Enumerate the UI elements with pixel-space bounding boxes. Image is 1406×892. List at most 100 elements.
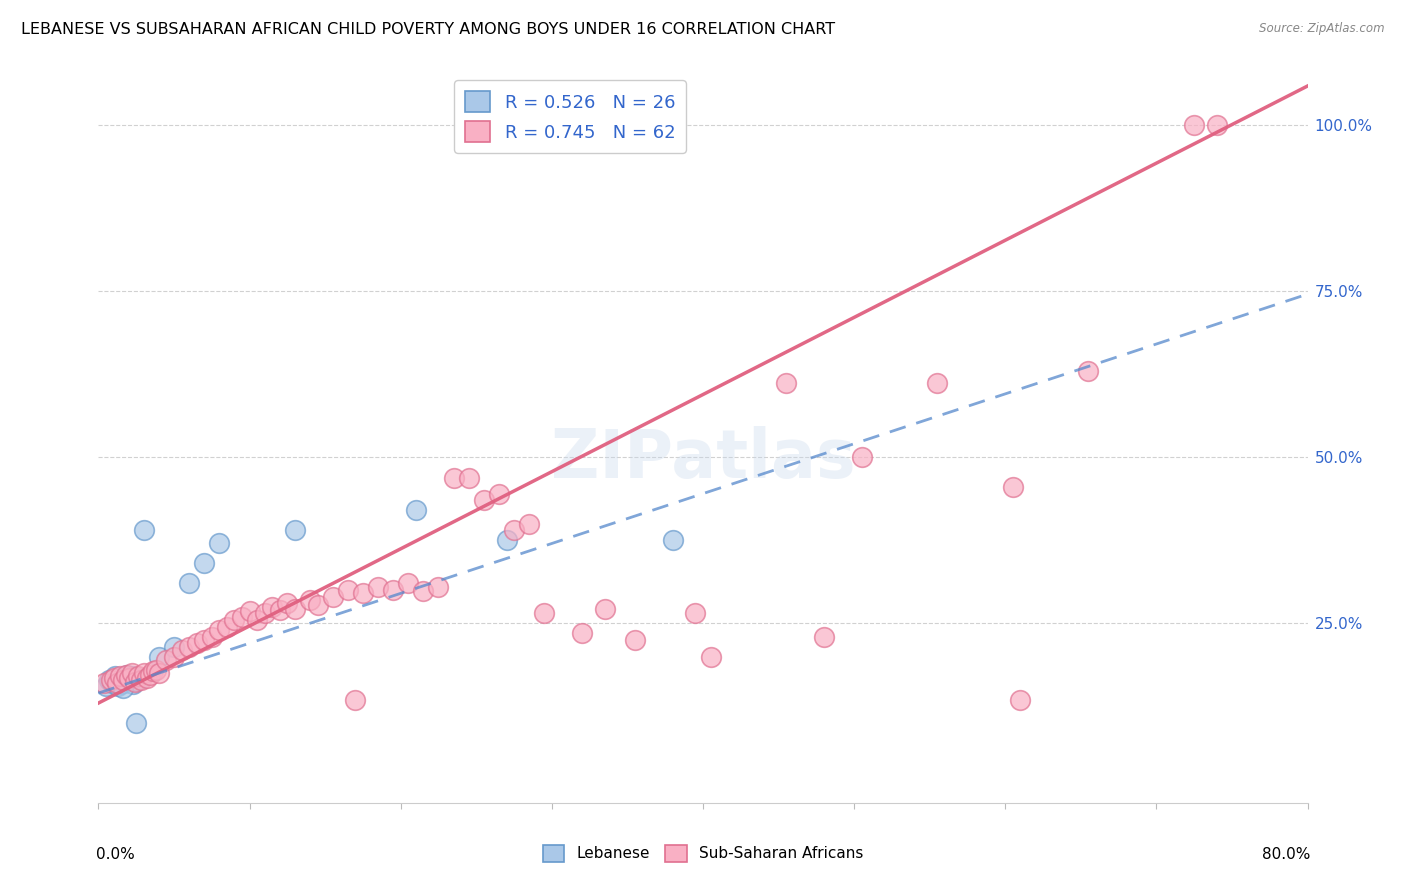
Point [114,668,136,682]
Point [107,680,129,694]
Point [105,676,128,690]
Text: ZIPatlas: ZIPatlas [551,426,855,492]
Point [336,582,359,597]
Point [495,533,517,548]
Point [155,653,177,667]
Point [125,716,148,731]
Point [108,677,131,691]
Point [699,649,721,664]
Point [517,516,540,531]
Point [108,669,131,683]
Point [503,523,526,537]
Point [624,632,647,647]
Point [148,649,170,664]
Point [299,593,322,607]
Point [262,599,284,614]
Point [124,674,146,689]
Point [253,607,276,621]
Point [367,580,389,594]
Point [593,601,616,615]
Point [1010,692,1032,706]
Point [193,632,215,647]
Point [93,676,115,690]
Point [284,601,307,615]
Point [412,584,434,599]
Point [98,673,121,687]
Point [121,666,143,681]
Point [132,666,155,681]
Point [813,630,835,644]
Point [193,557,215,571]
Point [112,676,135,690]
Point [201,630,224,644]
Point [851,450,873,464]
Point [104,669,127,683]
Point [142,664,165,678]
Point [103,671,125,685]
Point [224,613,246,627]
Point [457,471,479,485]
Point [129,671,152,685]
Point [1001,480,1024,494]
Point [215,619,238,633]
Point [322,590,344,604]
Legend: Lebanese, Sub-Saharan Africans: Lebanese, Sub-Saharan Africans [537,838,869,868]
Text: 80.0%: 80.0% [1261,847,1310,862]
Point [685,607,707,621]
Text: LEBANESE VS SUBSAHARAN AFRICAN CHILD POVERTY AMONG BOYS UNDER 16 CORRELATION CHA: LEBANESE VS SUBSAHARAN AFRICAN CHILD POV… [21,22,835,37]
Point [239,604,262,618]
Point [246,613,269,627]
Point [231,609,253,624]
Text: 0.0%: 0.0% [96,847,135,862]
Point [488,486,510,500]
Point [145,663,167,677]
Point [208,536,231,550]
Point [661,533,683,548]
Point [1077,363,1099,377]
Point [186,636,208,650]
Point [179,576,201,591]
Point [135,671,157,685]
Point [405,503,427,517]
Point [269,603,291,617]
Point [472,493,495,508]
Point [139,668,162,682]
Point [1182,118,1205,132]
Point [111,673,134,687]
Point [100,673,122,687]
Point [775,376,797,390]
Point [94,680,117,694]
Point [382,582,405,597]
Point [443,471,465,485]
Point [125,674,148,689]
Point [148,666,170,681]
Point [111,681,134,696]
Point [533,607,555,621]
Point [110,673,132,687]
Point [344,692,367,706]
Point [1206,118,1229,132]
Point [118,671,141,685]
Text: Source: ZipAtlas.com: Source: ZipAtlas.com [1260,22,1385,36]
Point [163,649,186,664]
Point [115,668,138,682]
Point [427,580,450,594]
Point [127,669,149,683]
Point [571,626,593,640]
Point [284,523,307,537]
Point [129,673,152,687]
Point [132,523,155,537]
Point [276,596,298,610]
Point [307,598,329,612]
Point [101,676,124,690]
Point [122,677,145,691]
Point [120,671,142,685]
Point [163,640,186,654]
Point [927,376,949,390]
Point [170,643,193,657]
Point [352,586,374,600]
Point [121,669,143,683]
Point [179,640,201,654]
Point [208,623,231,637]
Point [396,576,419,591]
